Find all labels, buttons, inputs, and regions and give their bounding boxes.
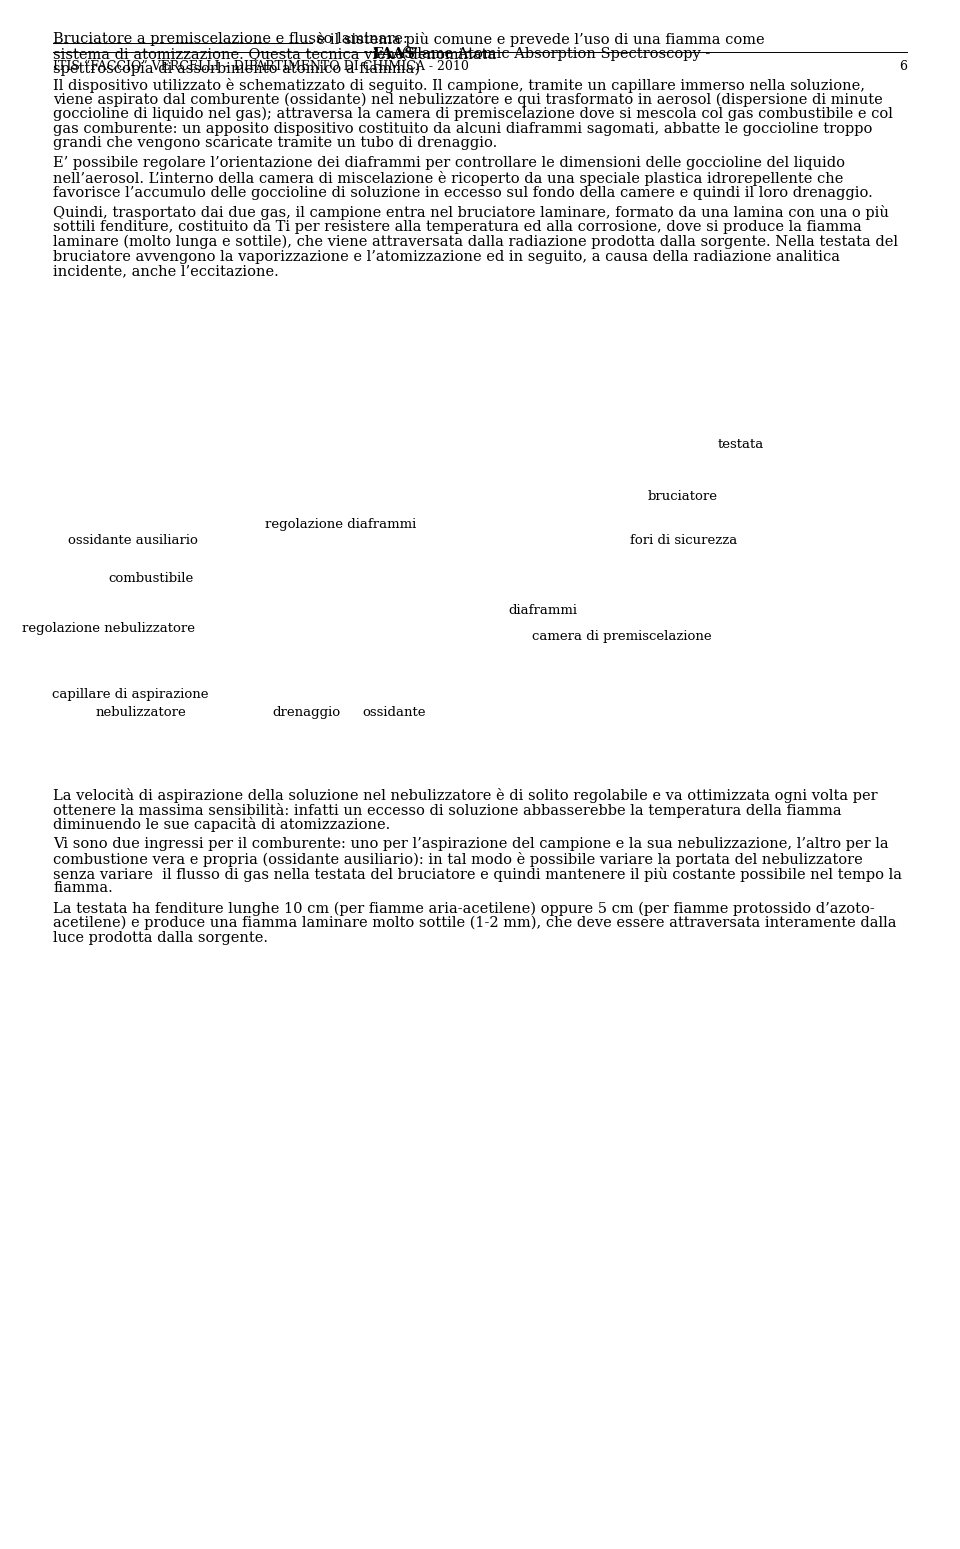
Text: fiamma.: fiamma. [53, 881, 112, 895]
Text: bruciatore: bruciatore [648, 489, 718, 503]
Text: FAAS: FAAS [372, 46, 416, 60]
Text: capillare di aspirazione: capillare di aspirazione [52, 688, 208, 702]
Text: nebulizzatore: nebulizzatore [96, 706, 187, 719]
Text: è il sistema più comune e prevede l’uso di una fiamma come: è il sistema più comune e prevede l’uso … [312, 33, 765, 46]
Text: favorisce l’accumulo delle goccioline di soluzione in eccesso sul fondo della ca: favorisce l’accumulo delle goccioline di… [53, 186, 873, 200]
Text: incidente, anche l’eccitazione.: incidente, anche l’eccitazione. [53, 265, 278, 279]
Text: testata: testata [718, 438, 764, 451]
Text: La testata ha fenditure lunghe 10 cm (per fiamme aria-acetilene) oppure 5 cm (pe: La testata ha fenditure lunghe 10 cm (pe… [53, 902, 875, 915]
Text: combustibile: combustibile [108, 572, 193, 586]
Text: gas comburente: un apposito dispositivo costituito da alcuni diaframmi sagomati,: gas comburente: un apposito dispositivo … [53, 122, 873, 136]
Text: spettroscopia di assorbimento atomico a fiamma): spettroscopia di assorbimento atomico a … [53, 62, 420, 76]
Text: viene aspirato dal comburente (ossidante) nel nebulizzatore e qui trasformato in: viene aspirato dal comburente (ossidante… [53, 93, 883, 107]
Text: fori di sicurezza: fori di sicurezza [630, 534, 737, 547]
Text: sistema di atomizzazione. Questa tecnica viene denominata: sistema di atomizzazione. Questa tecnica… [53, 46, 501, 60]
Text: ossidante: ossidante [362, 706, 425, 719]
Text: 6: 6 [899, 60, 907, 73]
Text: laminare (molto lunga e sottile), che viene attraversata dalla radiazione prodot: laminare (molto lunga e sottile), che vi… [53, 235, 898, 249]
Text: diminuendo le sue capacità di atomizzazione.: diminuendo le sue capacità di atomizzazi… [53, 818, 391, 832]
Text: drenaggio: drenaggio [272, 706, 340, 719]
Text: senza variare  il flusso di gas nella testata del bruciatore e quindi mantenere : senza variare il flusso di gas nella tes… [53, 866, 902, 881]
Text: grandi che vengono scaricate tramite un tubo di drenaggio.: grandi che vengono scaricate tramite un … [53, 136, 497, 150]
Text: goccioline di liquido nel gas); attraversa la camera di premiscelazione dove si : goccioline di liquido nel gas); attraver… [53, 107, 893, 121]
Text: Quindi, trasportato dai due gas, il campione entra nel bruciatore laminare, form: Quindi, trasportato dai due gas, il camp… [53, 206, 889, 220]
Text: regolazione nebulizzatore: regolazione nebulizzatore [22, 623, 195, 635]
Text: Il dispositivo utilizzato è schematizzato di seguito. Il campione, tramite un ca: Il dispositivo utilizzato è schematizzat… [53, 77, 865, 93]
Text: ottenere la massima sensibilità: infatti un eccesso di soluzione abbasserebbe la: ottenere la massima sensibilità: infatti… [53, 802, 842, 818]
Text: nell’aerosol. L’interno della camera di miscelazione è ricoperto da una speciale: nell’aerosol. L’interno della camera di … [53, 170, 844, 186]
Text: Bruciatore a premiscelazione e flusso laminare:: Bruciatore a premiscelazione e flusso la… [53, 33, 408, 46]
Text: camera di premiscelazione: camera di premiscelazione [532, 630, 711, 643]
Text: luce prodotta dalla sorgente.: luce prodotta dalla sorgente. [53, 931, 268, 945]
Text: La velocità di aspirazione della soluzione nel nebulizzatore è di solito regolab: La velocità di aspirazione della soluzio… [53, 788, 877, 802]
Text: regolazione diaframmi: regolazione diaframmi [265, 517, 417, 531]
Text: Vi sono due ingressi per il comburente: uno per l’aspirazione del campione e la : Vi sono due ingressi per il comburente: … [53, 838, 889, 852]
Text: ITIS “FACCIO” VERCELLI – DIPARTIMENTO DI CHIMICA - 2010: ITIS “FACCIO” VERCELLI – DIPARTIMENTO DI… [53, 60, 468, 73]
Text: ossidante ausiliario: ossidante ausiliario [68, 534, 198, 547]
Text: acetilene) e produce una fiamma laminare molto sottile (1-2 mm), che deve essere: acetilene) e produce una fiamma laminare… [53, 915, 897, 931]
Text: diaframmi: diaframmi [508, 604, 577, 617]
Text: E’ possibile regolare l’orientazione dei diaframmi per controllare le dimensioni: E’ possibile regolare l’orientazione dei… [53, 156, 845, 170]
Text: sottili fenditure, costituito da Ti per resistere alla temperatura ed alla corro: sottili fenditure, costituito da Ti per … [53, 220, 862, 234]
Text: (Flame Atomic Absorption Spectroscopy -: (Flame Atomic Absorption Spectroscopy - [396, 46, 709, 60]
Text: bruciatore avvengono la vaporizzazione e l’atomizzazione ed in seguito, a causa : bruciatore avvengono la vaporizzazione e… [53, 249, 840, 263]
Text: combustione vera e propria (ossidante ausiliario): in tal modo è possibile varia: combustione vera e propria (ossidante au… [53, 852, 863, 867]
